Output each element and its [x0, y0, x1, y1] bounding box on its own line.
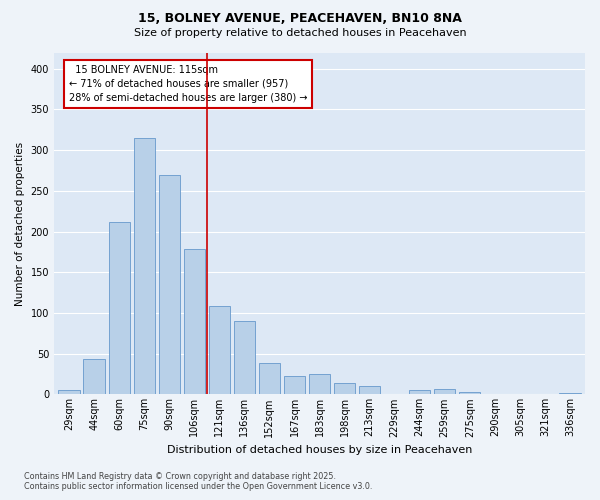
- Bar: [259, 364, 280, 394]
- Bar: [434, 388, 455, 394]
- Text: Contains HM Land Registry data © Crown copyright and database right 2025.
Contai: Contains HM Land Registry data © Crown c…: [24, 472, 373, 491]
- Bar: [209, 306, 230, 394]
- Bar: [134, 138, 155, 394]
- Bar: [234, 321, 255, 394]
- Text: 15, BOLNEY AVENUE, PEACEHAVEN, BN10 8NA: 15, BOLNEY AVENUE, PEACEHAVEN, BN10 8NA: [138, 12, 462, 26]
- Y-axis label: Number of detached properties: Number of detached properties: [15, 142, 25, 306]
- Bar: [559, 393, 581, 394]
- Bar: [359, 386, 380, 394]
- Bar: [409, 390, 430, 394]
- Bar: [83, 358, 105, 394]
- Bar: [109, 222, 130, 394]
- Text: Size of property relative to detached houses in Peacehaven: Size of property relative to detached ho…: [134, 28, 466, 38]
- Bar: [459, 392, 481, 394]
- Bar: [184, 250, 205, 394]
- X-axis label: Distribution of detached houses by size in Peacehaven: Distribution of detached houses by size …: [167, 445, 472, 455]
- Bar: [284, 376, 305, 394]
- Text: 15 BOLNEY AVENUE: 115sqm
← 71% of detached houses are smaller (957)
28% of semi-: 15 BOLNEY AVENUE: 115sqm ← 71% of detach…: [69, 64, 308, 102]
- Bar: [158, 174, 180, 394]
- Bar: [58, 390, 80, 394]
- Bar: [309, 374, 330, 394]
- Bar: [334, 383, 355, 394]
